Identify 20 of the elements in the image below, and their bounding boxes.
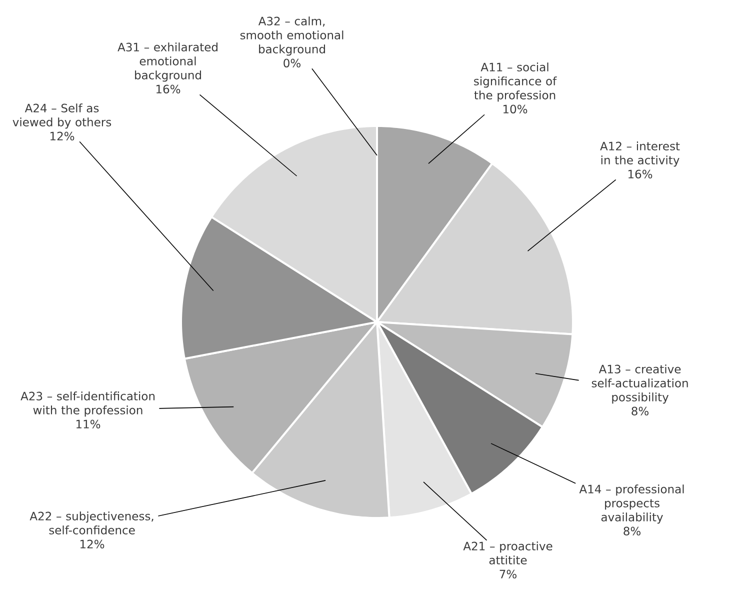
data-label: 8% [624, 526, 640, 536]
slice-label: A21 – proactive attitite [463, 542, 552, 564]
data-label: 16% [628, 170, 652, 178]
data-label: 11% [76, 420, 100, 428]
slice-label: A11 – social significance of the profession [474, 62, 557, 102]
slice-label: A12 – interest in the activity [600, 142, 680, 167]
slice-label: A31 – exhilarated emotional background [118, 42, 218, 82]
slice-label: A13 – creative self-actualization possibility [592, 364, 688, 404]
text: 0% [284, 58, 300, 68]
slice-label: A22 – subjectiveness, self-confidence [30, 512, 154, 534]
data-label: 16% [156, 84, 180, 94]
data-label: 10% [503, 104, 528, 114]
data-label: 12% [80, 540, 104, 548]
slice-label: A23 – self-identification with the profession [20, 392, 155, 417]
category-label: A32 – calm, smooth emotional background [240, 16, 344, 56]
slice-label: A14 – professional prospects availability [579, 484, 684, 524]
data-label: 12% [50, 132, 74, 140]
data-label: 8% [632, 406, 648, 416]
data-label: 7% [500, 570, 516, 578]
slice-label: A24 – Self as viewed by others [12, 104, 112, 129]
